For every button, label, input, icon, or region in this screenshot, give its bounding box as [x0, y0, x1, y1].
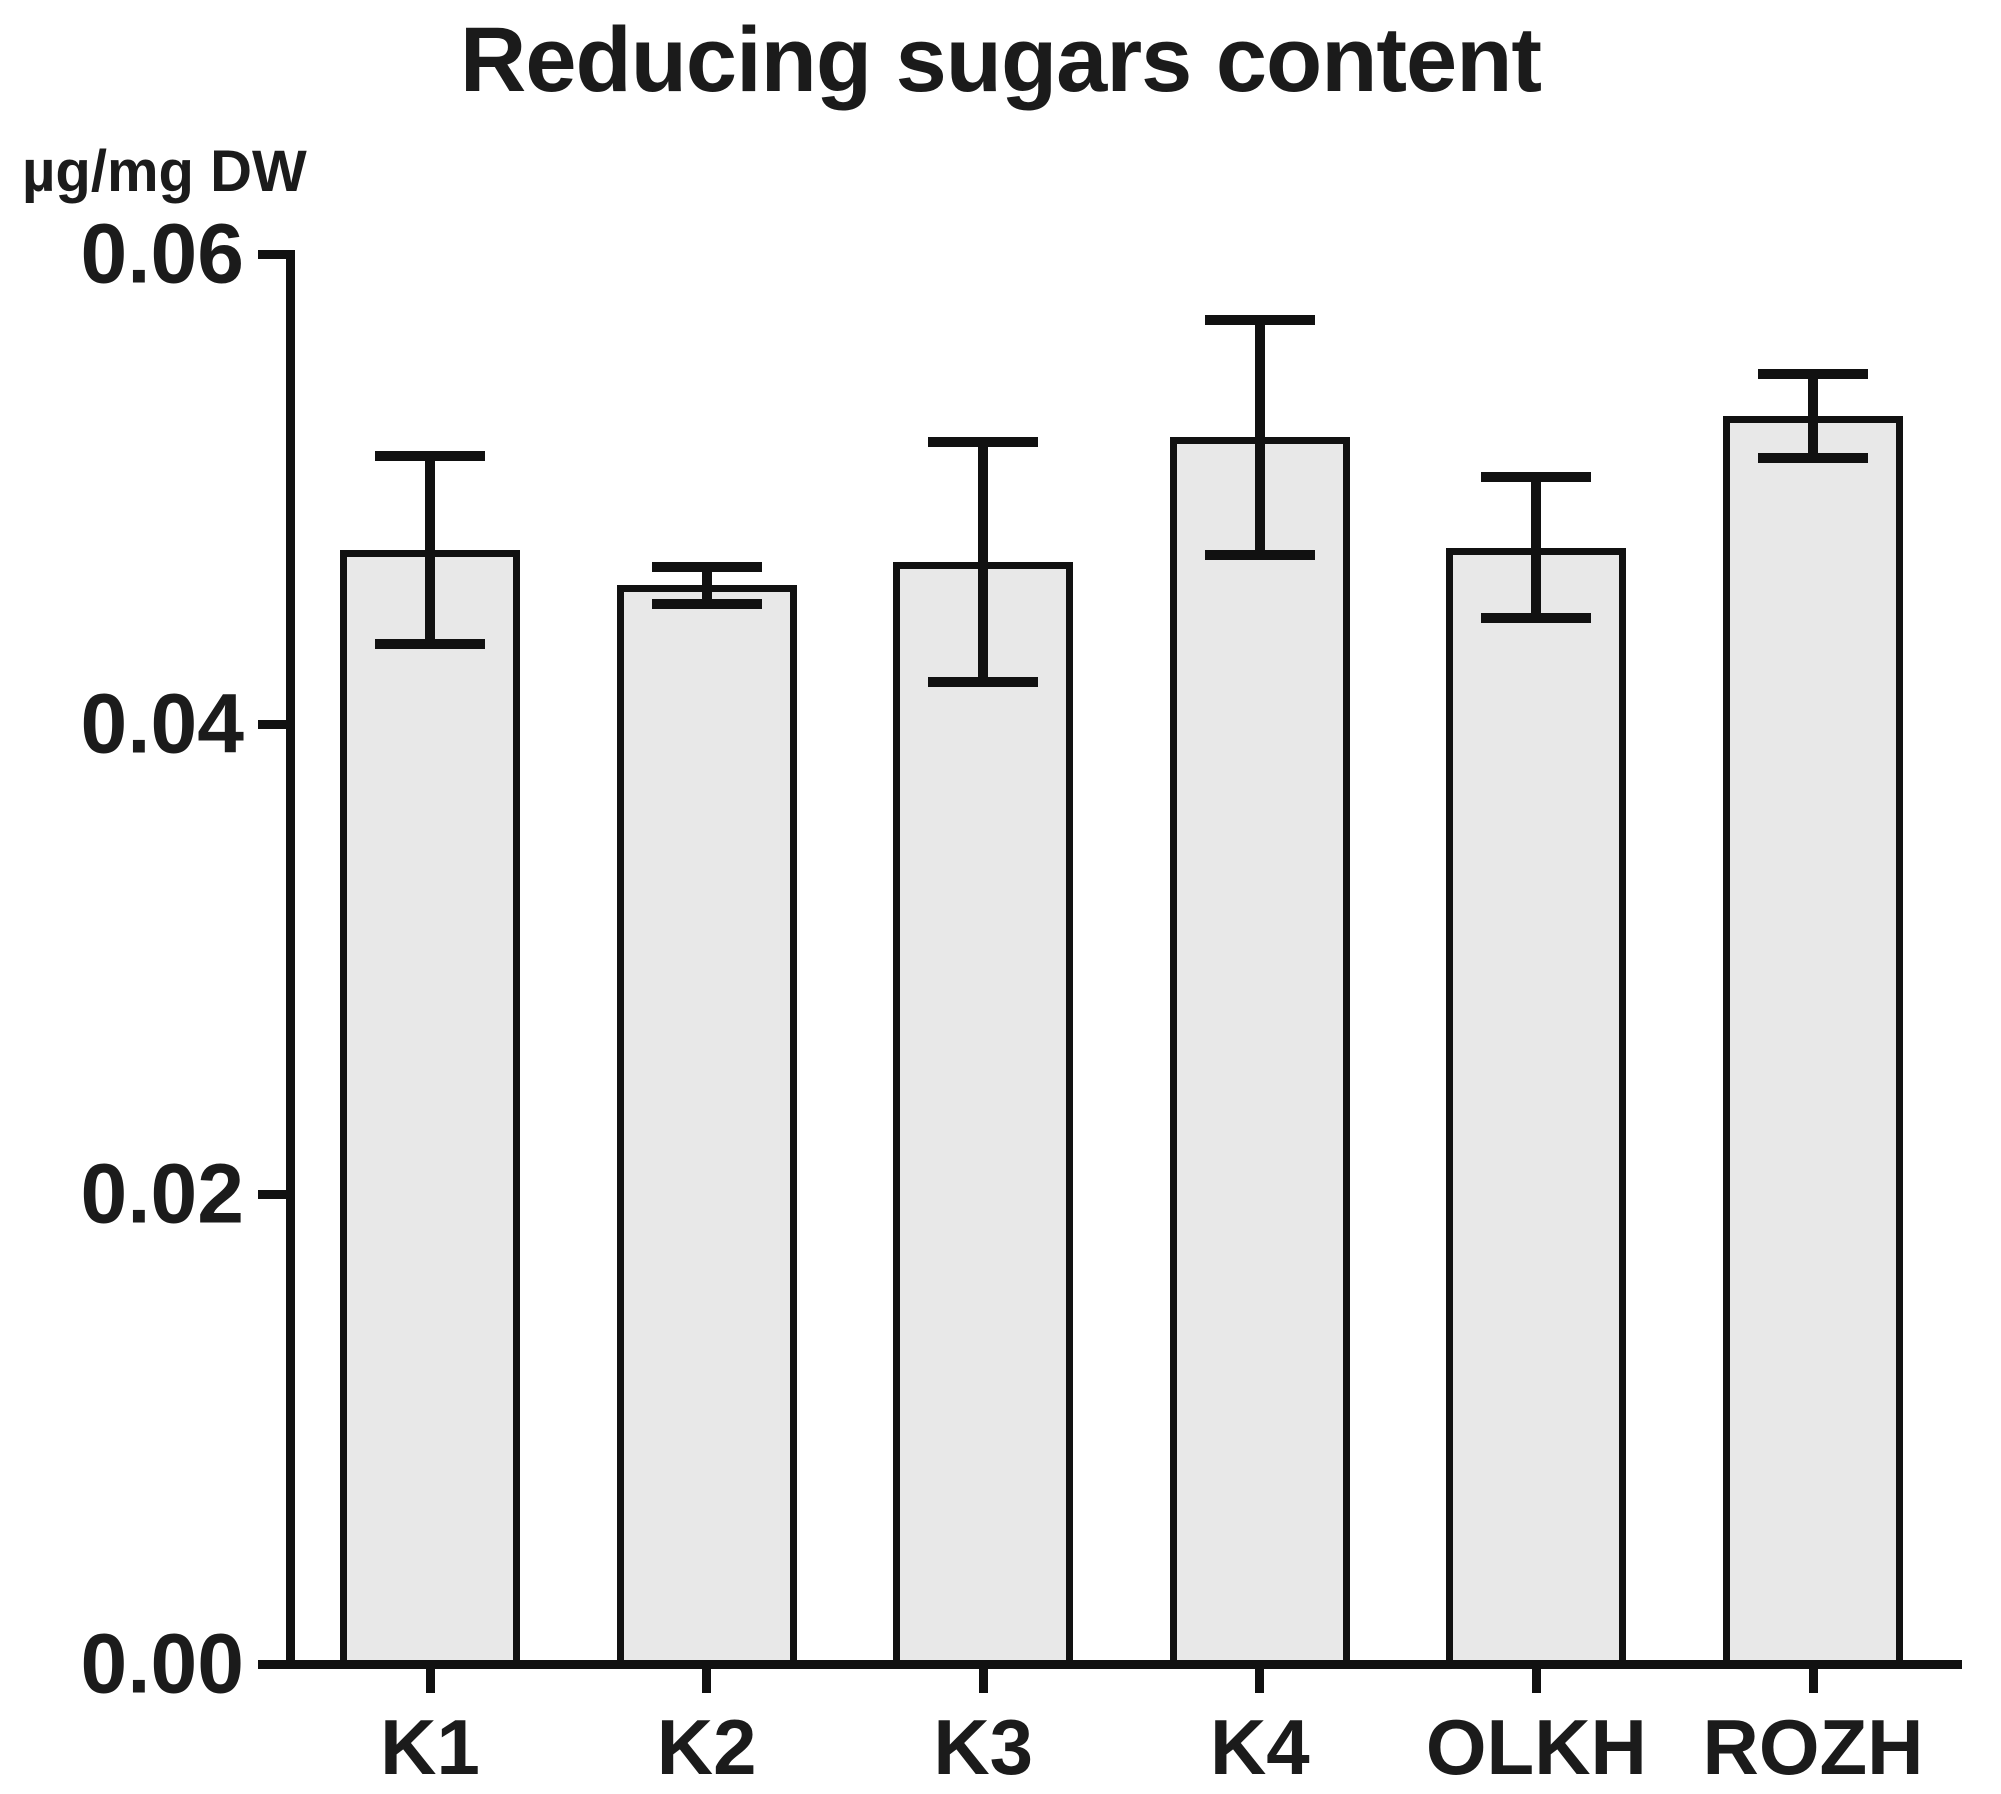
- x-tick-label: K4: [1209, 1703, 1310, 1791]
- error-bar-top-cap: [1481, 472, 1592, 483]
- x-tick-label: K3: [933, 1703, 1034, 1791]
- error-bar-bottom-cap: [375, 639, 485, 650]
- x-tick-mark: [425, 1668, 435, 1693]
- x-tick-mark: [1808, 1668, 1818, 1693]
- error-bar-top-cap: [375, 451, 485, 462]
- error-bar-top-cap: [651, 561, 762, 572]
- bar: [893, 561, 1074, 1669]
- error-bar-bottom-cap: [1204, 549, 1315, 560]
- error-bar-bottom-cap: [1758, 453, 1868, 464]
- y-tick-label: 0.02: [80, 1146, 245, 1241]
- x-tick-label: ROZH: [1702, 1703, 1924, 1791]
- x-tick-mark: [1255, 1668, 1265, 1693]
- x-tick-mark: [1531, 1668, 1541, 1693]
- y-tick-mark: [258, 1189, 286, 1199]
- y-tick-mark: [258, 1659, 286, 1669]
- error-bar-stem: [701, 566, 712, 605]
- error-bar-top-cap: [1204, 314, 1315, 325]
- error-bar-bottom-cap: [928, 676, 1039, 687]
- x-tick-mark: [702, 1668, 712, 1693]
- y-tick-label: 0.00: [80, 1616, 245, 1711]
- x-tick-label: K1: [380, 1703, 480, 1791]
- error-bar-stem: [978, 442, 989, 682]
- x-tick-label: OLKH: [1425, 1703, 1647, 1791]
- error-bar-stem: [1531, 477, 1542, 619]
- bar: [616, 585, 797, 1669]
- error-bar-bottom-cap: [1481, 613, 1592, 624]
- error-bar-stem: [425, 456, 435, 645]
- y-tick-label: 0.06: [80, 206, 245, 301]
- bar: [1169, 437, 1350, 1669]
- error-bar-bottom-cap: [651, 599, 762, 610]
- x-tick-mark: [978, 1668, 988, 1693]
- bar: [340, 550, 520, 1669]
- y-axis-line: [286, 249, 295, 1669]
- y-axis-unit-label: µg/mg DW: [22, 139, 307, 204]
- x-tick-label: K2: [656, 1703, 757, 1791]
- error-bar-top-cap: [1758, 368, 1868, 379]
- bar: [1723, 416, 1903, 1669]
- y-tick-mark: [258, 249, 286, 259]
- y-tick-mark: [258, 719, 286, 729]
- x-axis-line: [286, 1659, 1962, 1669]
- chart-title: Reducing sugars content: [459, 9, 1542, 111]
- bar: [1446, 547, 1627, 1669]
- error-bar-top-cap: [928, 437, 1039, 447]
- error-bar-stem: [1808, 373, 1818, 459]
- y-tick-label: 0.04: [80, 676, 245, 771]
- error-bar-stem: [1254, 319, 1265, 555]
